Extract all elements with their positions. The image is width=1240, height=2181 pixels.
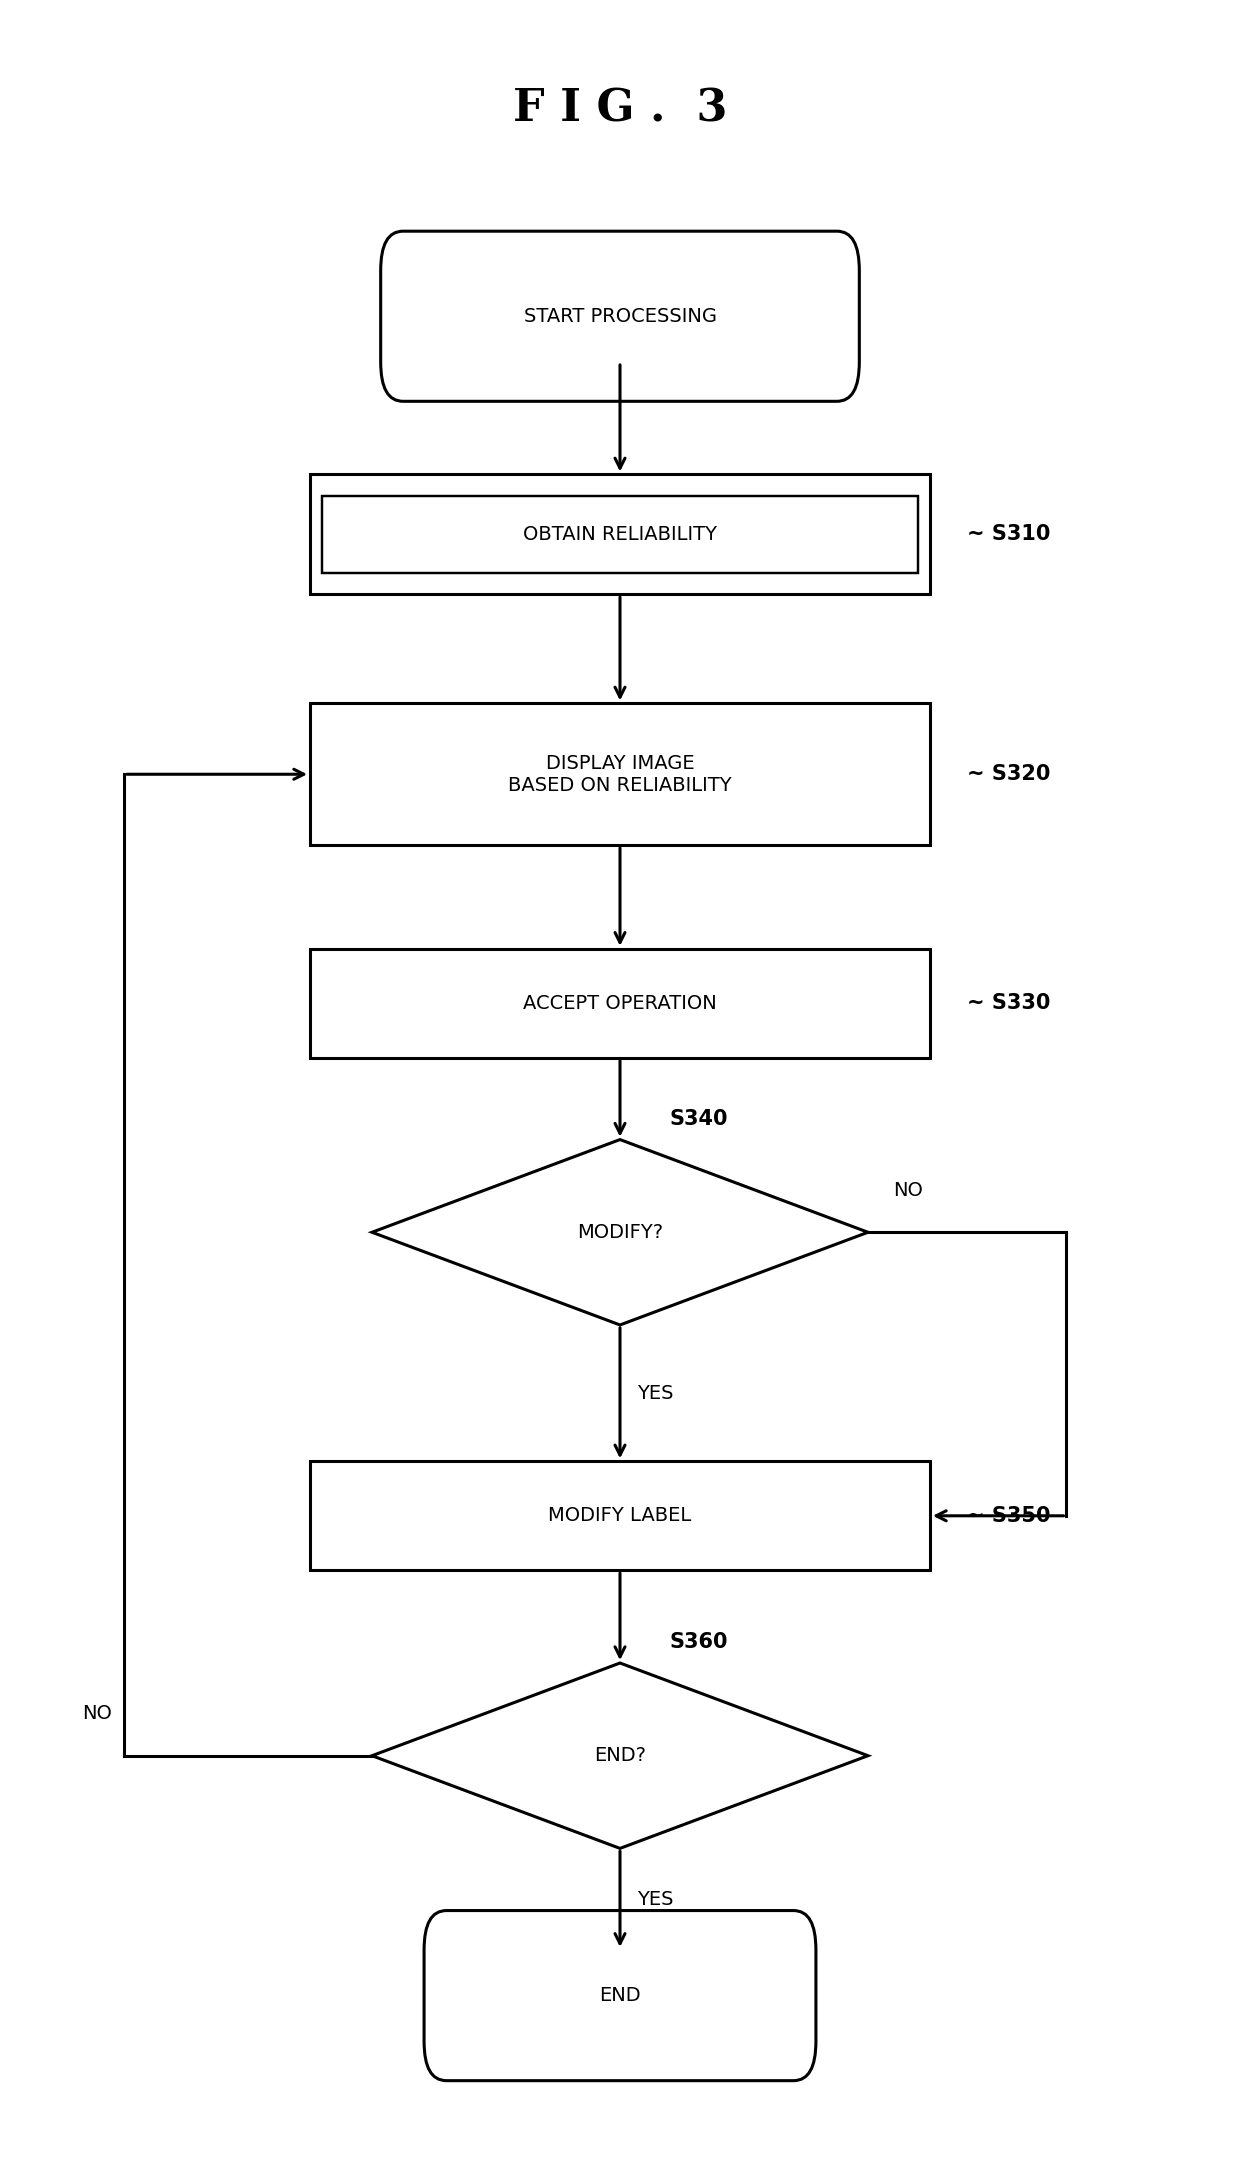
Bar [310,1461,930,1570]
Bar [322,495,918,571]
Text: DISPLAY IMAGE
BASED ON RELIABILITY: DISPLAY IMAGE BASED ON RELIABILITY [508,755,732,794]
Text: END?: END? [594,1747,646,1764]
Text: YES: YES [637,1383,673,1402]
Polygon shape [372,1138,868,1324]
Text: OBTAIN RELIABILITY: OBTAIN RELIABILITY [523,526,717,543]
Text: ~ S330: ~ S330 [967,992,1050,1014]
FancyBboxPatch shape [424,1911,816,2081]
Bar [310,949,930,1058]
Text: END: END [599,1987,641,2004]
Text: START PROCESSING: START PROCESSING [523,308,717,325]
Text: ~ S320: ~ S320 [967,763,1050,785]
Text: NO: NO [82,1703,112,1723]
Text: S360: S360 [670,1631,728,1653]
Text: ~ S310: ~ S310 [967,523,1050,545]
Text: MODIFY?: MODIFY? [577,1224,663,1241]
FancyBboxPatch shape [381,231,859,401]
Polygon shape [372,1662,868,1849]
Text: F I G .  3: F I G . 3 [513,87,727,131]
Text: ACCEPT OPERATION: ACCEPT OPERATION [523,995,717,1012]
Text: NO: NO [893,1180,923,1200]
Text: ~ S350: ~ S350 [967,1505,1050,1527]
Bar [310,473,930,593]
Text: S340: S340 [670,1108,728,1130]
Text: YES: YES [637,1889,673,1908]
Text: MODIFY LABEL: MODIFY LABEL [548,1507,692,1525]
Bar [310,702,930,844]
